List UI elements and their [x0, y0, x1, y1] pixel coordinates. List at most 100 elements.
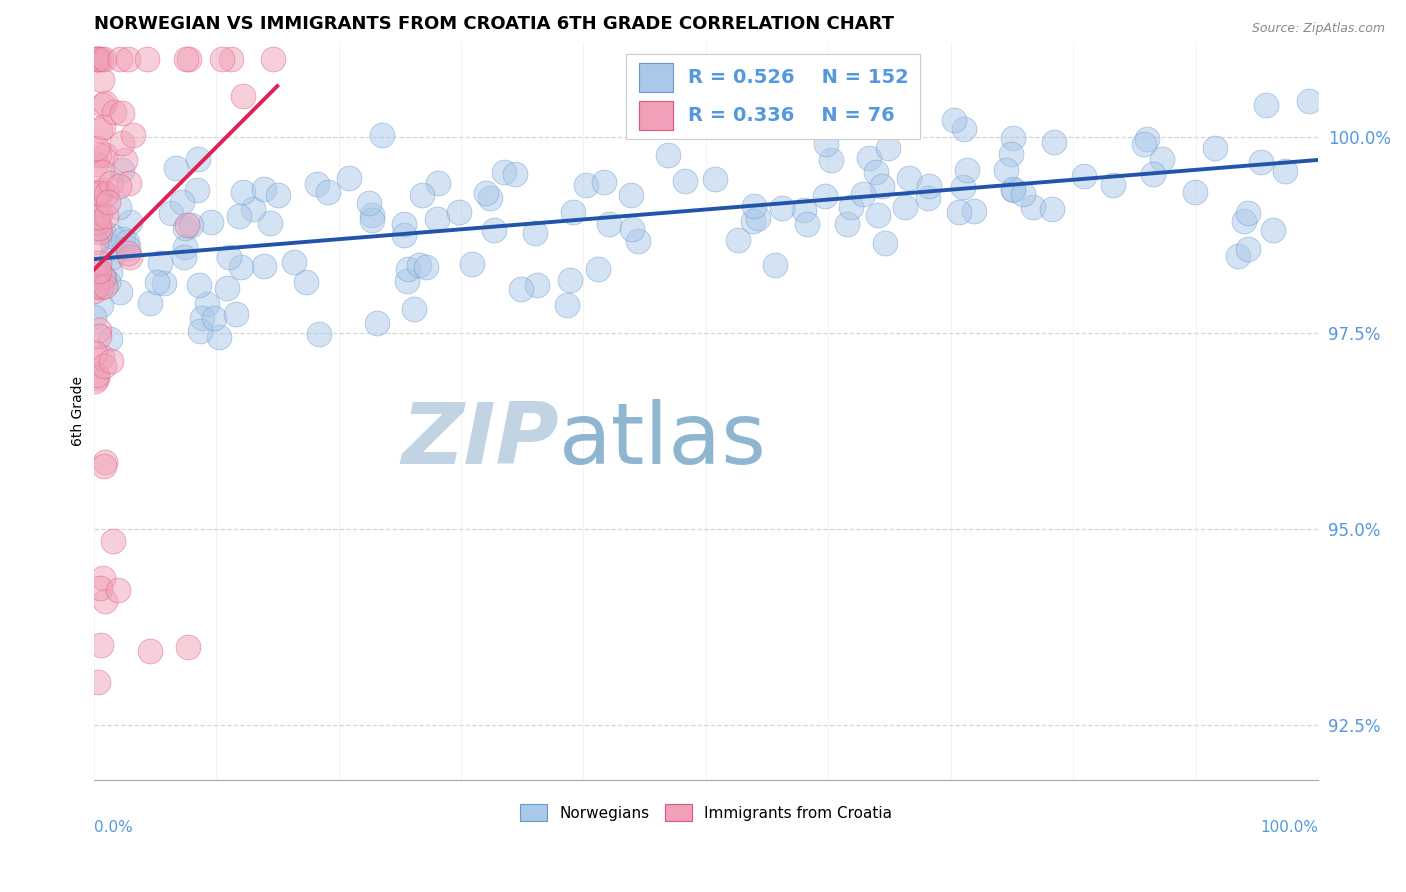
Point	[84, 52, 107, 66]
Point	[703, 172, 725, 186]
Point	[876, 141, 898, 155]
Point	[621, 222, 644, 236]
Point	[89, 207, 111, 221]
Point	[1132, 136, 1154, 151]
Point	[283, 254, 305, 268]
Point	[1142, 167, 1164, 181]
Point	[673, 174, 696, 188]
Point	[93, 458, 115, 473]
Point	[956, 162, 979, 177]
Point	[97, 276, 120, 290]
Point	[366, 316, 388, 330]
Point	[475, 186, 498, 200]
Point	[87, 255, 110, 269]
Point	[101, 250, 124, 264]
Point	[1040, 202, 1063, 216]
Point	[360, 213, 382, 227]
Point	[870, 178, 893, 193]
Point	[90, 280, 112, 294]
Point	[122, 128, 145, 142]
Point	[90, 52, 112, 66]
FancyBboxPatch shape	[638, 101, 673, 130]
Point	[86, 271, 108, 285]
Point	[894, 200, 917, 214]
Point	[1102, 178, 1125, 192]
Point	[575, 178, 598, 192]
Point	[86, 368, 108, 383]
Point	[180, 218, 202, 232]
Point	[408, 258, 430, 272]
Point	[215, 281, 238, 295]
Text: 0.0%: 0.0%	[94, 820, 132, 835]
Point	[1233, 214, 1256, 228]
Point	[307, 177, 329, 191]
Point	[657, 148, 679, 162]
Point	[447, 205, 470, 219]
Point	[1152, 152, 1174, 166]
Point	[1204, 141, 1226, 155]
Point	[253, 260, 276, 274]
Point	[1236, 242, 1258, 256]
Point	[91, 164, 114, 178]
Point	[337, 170, 360, 185]
Point	[561, 205, 583, 219]
Point	[94, 209, 117, 223]
Legend: Norwegians, Immigrants from Croatia: Norwegians, Immigrants from Croatia	[513, 798, 898, 827]
Point	[87, 52, 110, 66]
Text: R = 0.526    N = 152: R = 0.526 N = 152	[688, 68, 908, 87]
Point	[94, 187, 117, 202]
Point	[626, 234, 648, 248]
Point	[763, 258, 786, 272]
Point	[89, 323, 111, 337]
Point	[89, 581, 111, 595]
Point	[111, 136, 134, 150]
Point	[191, 311, 214, 326]
Point	[1298, 94, 1320, 108]
Point	[111, 106, 134, 120]
Point	[598, 217, 620, 231]
Point	[87, 52, 110, 66]
Point	[87, 186, 110, 200]
Point	[360, 208, 382, 222]
Point	[1261, 223, 1284, 237]
Point	[89, 123, 111, 137]
Point	[89, 225, 111, 239]
Point	[1254, 97, 1277, 112]
Point	[108, 179, 131, 194]
Point	[87, 674, 110, 689]
Point	[186, 183, 208, 197]
Point	[100, 176, 122, 190]
Point	[484, 223, 506, 237]
Point	[395, 274, 418, 288]
Point	[87, 215, 110, 229]
Point	[1043, 136, 1066, 150]
Point	[948, 204, 970, 219]
Point	[963, 204, 986, 219]
Point	[394, 217, 416, 231]
Point	[188, 278, 211, 293]
Point	[262, 52, 284, 66]
Point	[415, 260, 437, 274]
Point	[103, 104, 125, 119]
Point	[1184, 185, 1206, 199]
Point	[259, 216, 281, 230]
Point	[120, 250, 142, 264]
Point	[86, 52, 108, 66]
Point	[1000, 147, 1022, 161]
Point	[953, 122, 976, 136]
Point	[87, 148, 110, 162]
Text: Source: ZipAtlas.com: Source: ZipAtlas.com	[1251, 22, 1385, 36]
Point	[1227, 249, 1250, 263]
Point	[1001, 131, 1024, 145]
Point	[875, 235, 897, 250]
Point	[952, 179, 974, 194]
Point	[98, 332, 121, 346]
Point	[135, 52, 157, 66]
Point	[83, 310, 105, 325]
Point	[93, 224, 115, 238]
Point	[1250, 155, 1272, 169]
Point	[267, 188, 290, 202]
Point	[111, 163, 134, 178]
Point	[89, 186, 111, 201]
Point	[93, 98, 115, 112]
